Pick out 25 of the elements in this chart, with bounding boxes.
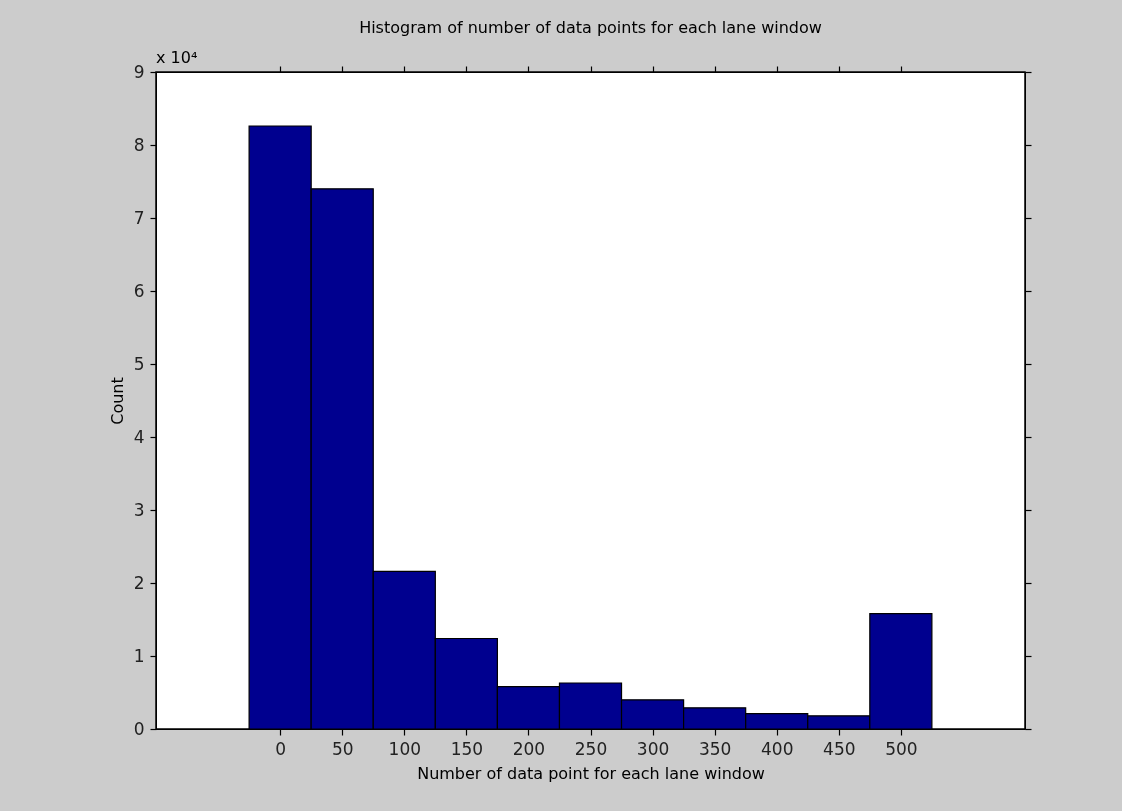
y-tick-label: 6	[133, 280, 145, 301]
x-tick-label: 400	[760, 738, 794, 759]
y-tick-label: 1	[133, 645, 145, 666]
x-tick-label: 150	[450, 738, 484, 759]
y-tick-label: 5	[133, 353, 145, 374]
x-tick-label: 50	[331, 738, 354, 759]
y-tick-label: 4	[133, 426, 145, 447]
x-tick-label: 300	[636, 738, 670, 759]
y-tick-label: 8	[133, 134, 145, 155]
y-tick-label: 2	[133, 572, 145, 593]
x-tick-label: 200	[512, 738, 546, 759]
x-tick-label: 100	[388, 738, 422, 759]
x-axis-title: Number of data point for each lane window	[417, 763, 765, 783]
x-tick-label: 500	[885, 738, 918, 759]
text: x 10⁴	[156, 48, 198, 67]
x-tick-label: 450	[823, 738, 856, 759]
y-tick-label: 7	[133, 207, 145, 228]
y-axis-title: Count	[107, 377, 127, 425]
chart-title: Histogram of number of data points for each lane window	[359, 18, 822, 37]
x-tick-label: 250	[574, 738, 608, 759]
y-tick-label: 9	[133, 61, 145, 82]
x-tick-label: 350	[698, 738, 732, 759]
y-tick-label: 0	[133, 718, 145, 739]
y-tick-label: 3	[133, 499, 145, 520]
x-tick-label: 0	[275, 738, 287, 759]
